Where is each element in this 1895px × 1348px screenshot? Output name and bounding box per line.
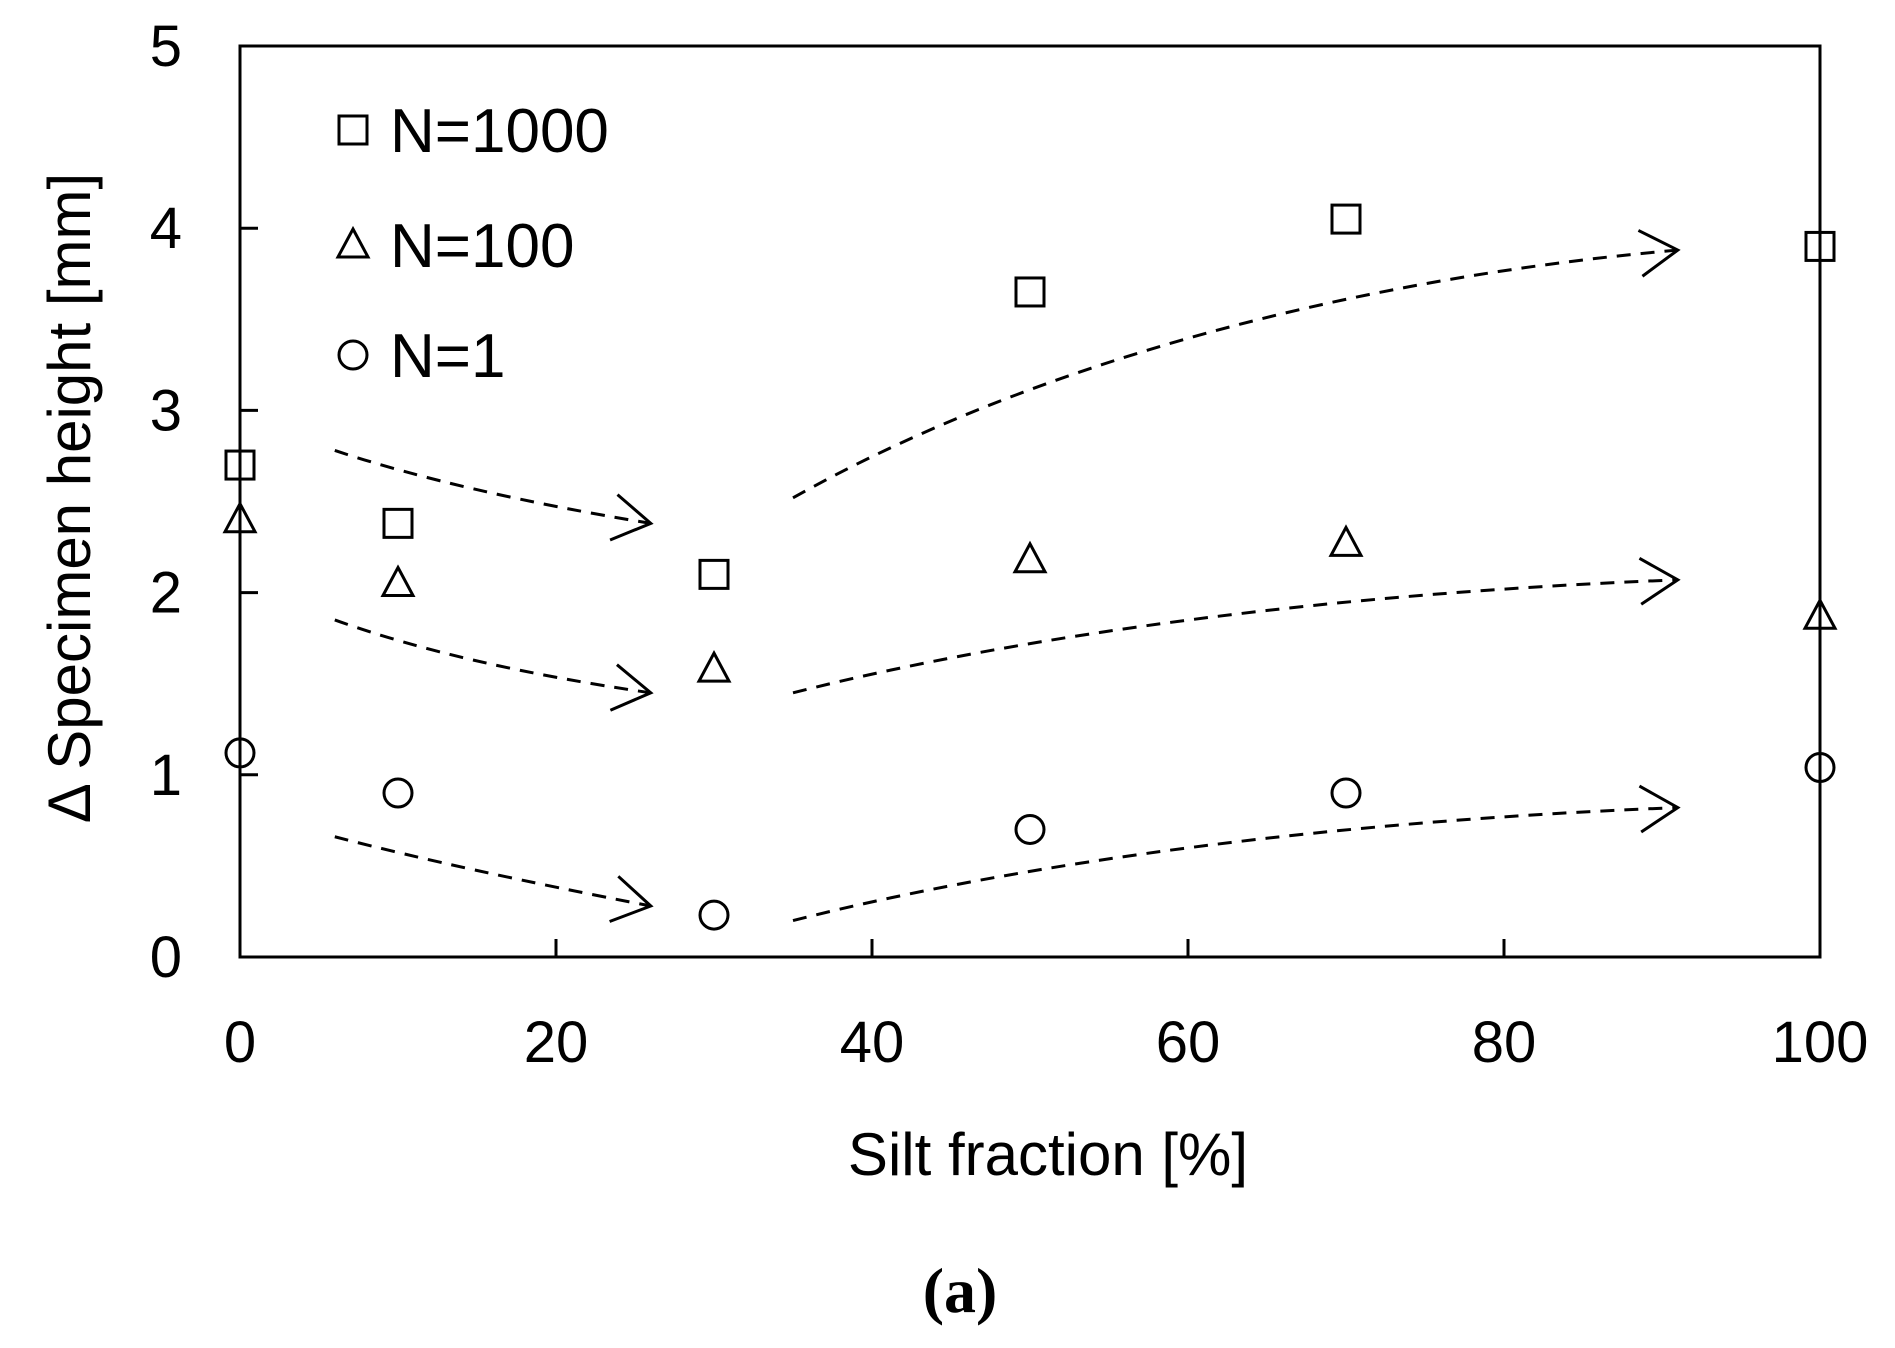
x-axis-ticks: 0 20 40 60 80 100 [224,939,1869,1075]
legend-entry-label: N=1 [390,322,505,391]
trend-arrow-head [609,493,654,542]
trend-arrow-head [1637,229,1681,278]
y-tick-label: 0 [150,925,182,990]
x-tick-label: 20 [524,1010,589,1075]
trend-arrow-head [1638,556,1681,606]
square-point [224,449,256,481]
triangle-point [380,564,416,597]
triangle-point [1012,540,1048,574]
y-tick-label: 4 [150,196,182,261]
legend: N=1000 N=100 N=1 [335,97,609,391]
triangle-point [1328,524,1364,557]
square-point [1804,230,1836,262]
legend-entry-label: N=1000 [390,97,609,166]
trend-arrow-line [792,248,1678,500]
y-axis-label: Δ Specimen height [mm] [36,173,103,823]
x-tick-label: 100 [1772,1010,1869,1075]
trend-arrow-line [334,618,652,695]
legend-triangle-icon [335,225,371,259]
trend-arrow-line [334,449,652,525]
data-markers [222,203,1838,931]
legend-entry-label: N=100 [390,212,574,281]
trend-arrow-line [334,835,652,908]
trend-arrow-line [792,578,1678,695]
y-tick-label: 2 [150,561,182,626]
x-tick-label: 40 [840,1010,905,1075]
y-axis-ticks: 0 1 2 3 4 5 [150,14,258,990]
y-tick-label: 1 [150,743,182,808]
x-tick-label: 60 [1156,1010,1221,1075]
circle-point [224,737,256,769]
trend-lines [334,229,1681,923]
circle-point [1014,813,1046,845]
trend-arrow-head [1638,784,1681,834]
panel-label: (a) [923,1255,998,1326]
trend-arrow-line [792,806,1678,923]
x-axis-label: Silt fraction [%] [848,1121,1248,1188]
square-point [698,558,730,590]
trend-arrow-head [609,663,654,712]
x-tick-label: 80 [1472,1010,1537,1075]
x-tick-label: 0 [224,1010,256,1075]
trend-arrow-head [609,875,654,923]
triangle-point [696,649,732,683]
circle-point [1330,777,1362,809]
square-point [1330,203,1362,235]
square-point [382,507,414,539]
legend-square-icon [337,114,369,146]
circle-point [382,777,414,809]
y-tick-label: 5 [150,14,182,79]
triangle-point [1802,597,1838,630]
legend-circle-icon [337,339,369,371]
circle-point [1804,752,1836,784]
square-point [1014,276,1046,308]
circle-point [698,899,730,931]
triangle-point [222,500,258,534]
y-tick-label: 3 [150,378,182,443]
